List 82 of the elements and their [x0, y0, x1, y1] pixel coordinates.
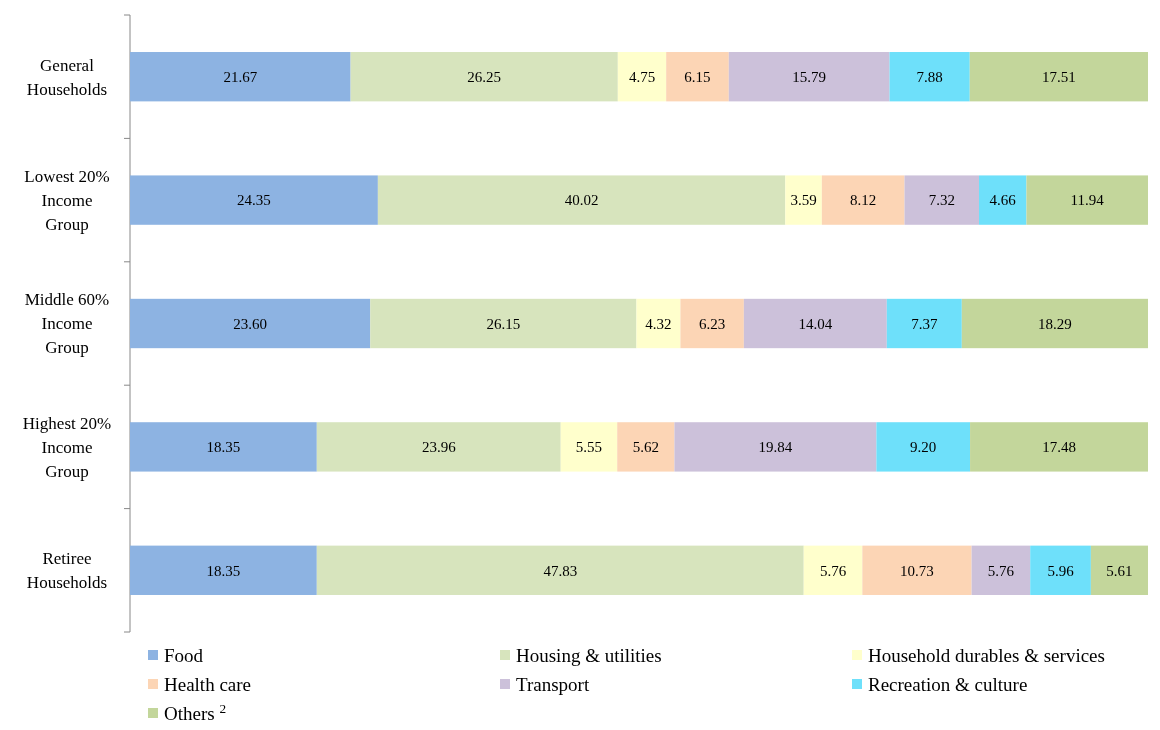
- data-label: 17.51: [1042, 68, 1076, 85]
- bar: [889, 52, 970, 102]
- bar: [680, 298, 744, 349]
- data-label: 8.12: [850, 192, 877, 209]
- bar: [785, 175, 822, 225]
- data-label: 15.79: [792, 68, 827, 85]
- data-label: 14.04: [798, 315, 833, 332]
- legend-label: Health care: [164, 673, 252, 695]
- legend-label: Recreation & culture: [868, 673, 1028, 695]
- data-label: 24.35: [237, 192, 271, 209]
- y-tick-label: Highest 20% Income Group: [22, 413, 112, 481]
- data-label: 6.15: [684, 68, 711, 85]
- data-label: 18.35: [206, 562, 241, 579]
- data-label: 26.25: [467, 68, 502, 85]
- legend-label: Housing & utilities: [516, 644, 662, 666]
- data-label: 18.35: [206, 439, 241, 456]
- bar: [1026, 175, 1148, 225]
- data-label: 21.67: [223, 68, 258, 85]
- data-label: 18.29: [1038, 315, 1072, 332]
- bar: [130, 298, 371, 349]
- bar: [970, 422, 1148, 472]
- bar: [971, 545, 1031, 595]
- data-label: 11.94: [1070, 192, 1105, 209]
- bar: [803, 545, 863, 595]
- legend-label: Household durables & services: [868, 644, 1105, 666]
- bar: [743, 298, 887, 349]
- data-label: 5.62: [632, 439, 659, 456]
- data-label: 19.84: [758, 439, 793, 456]
- bar: [636, 298, 681, 349]
- y-tick-label: Retiree Households: [26, 549, 108, 593]
- bar: [969, 52, 1148, 102]
- bar: [979, 175, 1027, 225]
- data-label: 4.32: [645, 315, 672, 332]
- bar: [961, 298, 1148, 349]
- data-label: 5.96: [1047, 562, 1075, 579]
- data-label: 7.37: [911, 315, 938, 332]
- bar: [617, 52, 667, 102]
- data-label: 23.60: [233, 315, 267, 332]
- bar: [1030, 545, 1091, 595]
- bar: [130, 175, 378, 225]
- y-tick-label: Middle 60% Income Group: [24, 290, 110, 358]
- data-label: 40.02: [564, 192, 599, 209]
- bar: [560, 422, 618, 472]
- bar: [1090, 545, 1148, 595]
- bar: [862, 545, 972, 595]
- bar: [886, 298, 962, 349]
- data-label: 6.23: [699, 315, 726, 332]
- bar: [316, 422, 561, 472]
- data-label: 9.20: [910, 439, 937, 456]
- y-tick-label: General Households: [26, 55, 108, 99]
- legend-label: Others $^{2}$: [164, 700, 227, 724]
- bar: [316, 545, 804, 595]
- bar: [130, 422, 317, 472]
- data-label: 47.83: [543, 562, 578, 579]
- y-tick-label: Lowest 20% Income Group: [24, 167, 110, 235]
- bar: [130, 545, 317, 595]
- bar: [728, 52, 890, 102]
- bar: [666, 52, 729, 102]
- data-label: 10.73: [900, 562, 934, 579]
- bar: [370, 298, 637, 349]
- data-label: 5.76: [819, 562, 847, 579]
- data-label: 3.59: [790, 192, 817, 209]
- data-label: 5.55: [575, 439, 603, 456]
- bar: [350, 52, 618, 102]
- data-label: 5.61: [1106, 562, 1133, 579]
- bar: [876, 422, 971, 472]
- bar: [904, 175, 980, 225]
- data-label: 7.32: [928, 192, 955, 209]
- bar: [674, 422, 877, 472]
- bar: [377, 175, 786, 225]
- legend-label: Food: [164, 644, 204, 666]
- data-label: 5.76: [987, 562, 1015, 579]
- bar: [821, 175, 905, 225]
- bar: [617, 422, 675, 472]
- bar: [130, 52, 351, 102]
- data-label: 23.96: [421, 439, 457, 456]
- data-label: 4.75: [628, 68, 656, 85]
- legend-label: Transport: [516, 673, 590, 695]
- data-label: 7.88: [916, 68, 943, 85]
- data-label: 4.66: [989, 192, 1017, 209]
- data-label: 26.15: [486, 315, 521, 332]
- data-label: 17.48: [1042, 439, 1076, 456]
